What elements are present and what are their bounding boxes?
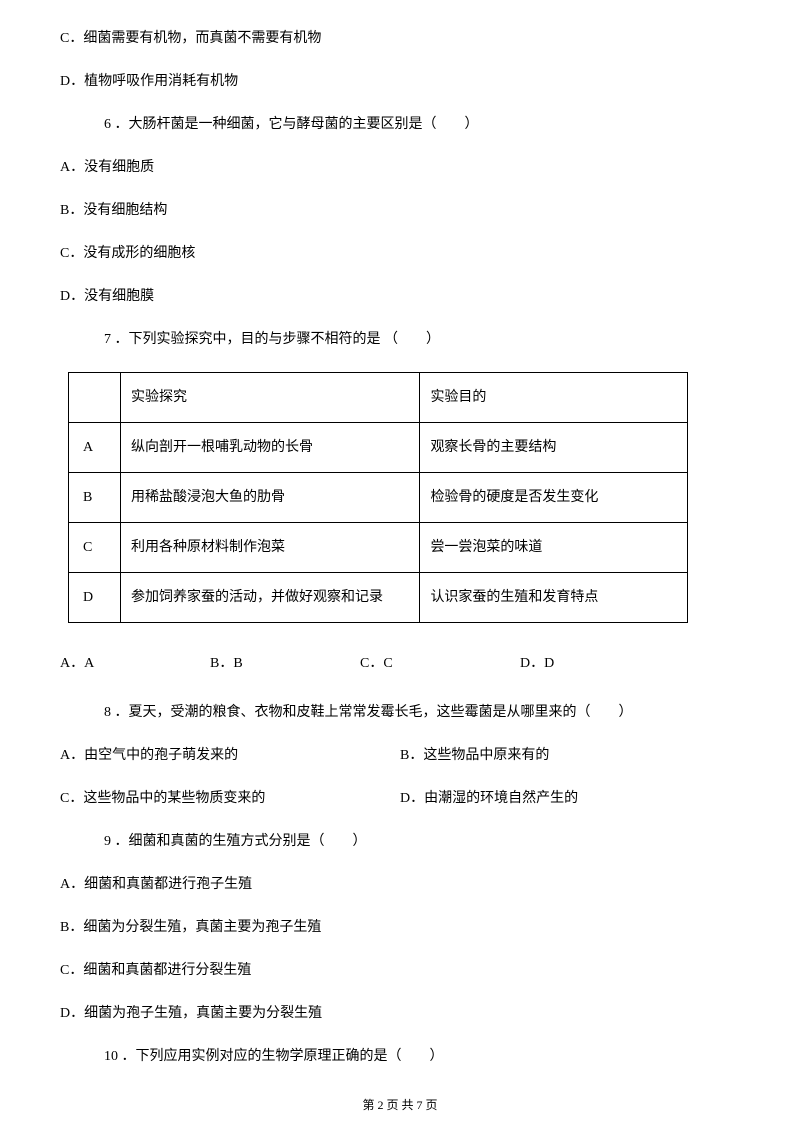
table-cell: 参加饲养家蚕的活动，并做好观察和记录: [120, 573, 419, 623]
q7-answer-c: C．C: [360, 653, 520, 674]
table-cell: A: [69, 423, 121, 473]
table-cell: 利用各种原材料制作泡菜: [120, 523, 419, 573]
q7-answer-row: A．A B．B C．C D．D: [60, 653, 740, 674]
table-row: B 用稀盐酸浸泡大鱼的肋骨 检验骨的硬度是否发生变化: [69, 473, 688, 523]
q7-answer-d: D．D: [520, 653, 554, 674]
q10-stem: 10 ．下列应用实例对应的生物学原理正确的是（ ）: [104, 1046, 740, 1067]
q7-table: 实验探究 实验目的 A 纵向剖开一根哺乳动物的长骨 观察长骨的主要结构 B 用稀…: [68, 372, 688, 623]
table-row: A 纵向剖开一根哺乳动物的长骨 观察长骨的主要结构: [69, 423, 688, 473]
q6-option-d: D．没有细胞膜: [60, 286, 740, 307]
q7-stem: 7 ．下列实验探究中，目的与步骤不相符的是 （ ）: [104, 329, 740, 350]
table-cell: 观察长骨的主要结构: [420, 423, 688, 473]
q9-stem: 9 ．细菌和真菌的生殖方式分别是（ ）: [104, 831, 740, 852]
q9-option-b: B．细菌为分裂生殖，真菌主要为孢子生殖: [60, 917, 740, 938]
table-cell: 纵向剖开一根哺乳动物的长骨: [120, 423, 419, 473]
q6-stem: 6 ．大肠杆菌是一种细菌，它与酵母菌的主要区别是（ ）: [104, 114, 740, 135]
q9-option-d: D．细菌为孢子生殖，真菌主要为分裂生殖: [60, 1003, 740, 1024]
table-cell: B: [69, 473, 121, 523]
q8-option-d: D．由潮湿的环境自然产生的: [400, 788, 740, 809]
q6-option-a: A．没有细胞质: [60, 157, 740, 178]
q8-row-ab: A．由空气中的孢子萌发来的 B．这些物品中原来有的: [60, 745, 740, 766]
q8-option-a: A．由空气中的孢子萌发来的: [60, 745, 400, 766]
q8-option-c: C．这些物品中的某些物质变来的: [60, 788, 400, 809]
table-cell: 用稀盐酸浸泡大鱼的肋骨: [120, 473, 419, 523]
table-cell: 实验目的: [420, 373, 688, 423]
q9-option-c: C．细菌和真菌都进行分裂生殖: [60, 960, 740, 981]
q6-option-c: C．没有成形的细胞核: [60, 243, 740, 264]
page-footer: 第 2 页 共 7 页: [0, 1096, 800, 1114]
q8-row-cd: C．这些物品中的某些物质变来的 D．由潮湿的环境自然产生的: [60, 788, 740, 809]
table-cell: 认识家蚕的生殖和发育特点: [420, 573, 688, 623]
prev-option-d: D．植物呼吸作用消耗有机物: [60, 71, 740, 92]
table-cell: 检验骨的硬度是否发生变化: [420, 473, 688, 523]
table-row: C 利用各种原材料制作泡菜 尝一尝泡菜的味道: [69, 523, 688, 573]
q8-stem: 8 ．夏天，受潮的粮食、衣物和皮鞋上常常发霉长毛，这些霉菌是从哪里来的（ ）: [104, 702, 740, 723]
q8-option-b: B．这些物品中原来有的: [400, 745, 740, 766]
table-cell: D: [69, 573, 121, 623]
table-row: D 参加饲养家蚕的活动，并做好观察和记录 认识家蚕的生殖和发育特点: [69, 573, 688, 623]
table-cell: 尝一尝泡菜的味道: [420, 523, 688, 573]
table-cell: C: [69, 523, 121, 573]
table-cell: 实验探究: [120, 373, 419, 423]
q9-option-a: A．细菌和真菌都进行孢子生殖: [60, 874, 740, 895]
q7-answer-a: A．A: [60, 653, 210, 674]
table-row: 实验探究 实验目的: [69, 373, 688, 423]
table-cell: [69, 373, 121, 423]
q6-option-b: B．没有细胞结构: [60, 200, 740, 221]
q7-answer-b: B．B: [210, 653, 360, 674]
prev-option-c: C．细菌需要有机物，而真菌不需要有机物: [60, 28, 740, 49]
